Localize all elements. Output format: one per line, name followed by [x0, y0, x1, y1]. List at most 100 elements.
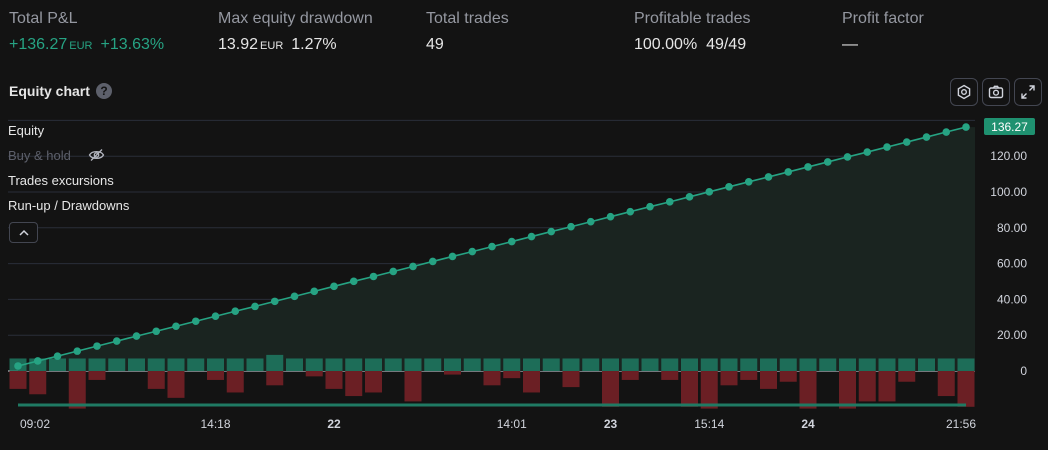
drawdown-bar — [29, 371, 47, 395]
equity-point — [211, 312, 220, 321]
last-value-badge: 136.27 — [984, 118, 1035, 135]
equity-point — [132, 332, 141, 340]
chevron-up-icon — [18, 229, 29, 236]
runup-bar — [839, 358, 856, 371]
drawdown-bar — [305, 371, 323, 377]
drawdown-bar — [68, 371, 86, 409]
runup-bar — [226, 358, 244, 371]
legend-runup-drawdowns[interactable]: Run-up / Drawdowns — [8, 198, 130, 213]
runup-bar — [246, 358, 264, 371]
drawdown-bar — [562, 371, 580, 388]
legend-equity[interactable]: Equity — [8, 123, 45, 138]
equity-point — [369, 272, 378, 281]
drawdown-bar — [898, 371, 916, 382]
drawdown-bar — [503, 371, 521, 379]
equity-point — [488, 242, 496, 251]
runup-bar — [799, 358, 817, 371]
runup-bar — [819, 358, 837, 371]
drawdown-bar — [404, 371, 422, 402]
runup-bar — [266, 354, 284, 371]
drawdown-bar — [700, 371, 718, 409]
drawdown-bar — [167, 371, 185, 398]
equity-point — [14, 362, 22, 370]
equity-point — [764, 173, 773, 181]
drawdown-bar — [760, 371, 777, 389]
equity-point — [962, 123, 970, 131]
equity-point — [705, 188, 714, 196]
value-currency: EUR — [260, 40, 284, 52]
equity-point — [191, 317, 200, 326]
drawdown-bar — [602, 371, 619, 407]
drawdown-bar — [266, 371, 284, 386]
equity-point — [468, 247, 477, 256]
screenshot-button[interactable] — [982, 78, 1010, 106]
metric-value: — — [842, 36, 858, 53]
fullscreen-button[interactable] — [1014, 78, 1042, 106]
equity-point — [527, 232, 536, 241]
equity-point — [567, 222, 575, 231]
x-tick-label: 21:56 — [946, 417, 976, 431]
collapse-legend-button[interactable] — [9, 222, 38, 243]
runup-bar — [582, 358, 600, 371]
runup-bar — [49, 358, 66, 371]
equity-point — [428, 257, 437, 266]
runup-bar — [503, 358, 521, 371]
eye-off-icon[interactable] — [88, 148, 105, 162]
drawdown-bar — [365, 371, 382, 393]
value-percent: +13.63% — [100, 36, 165, 53]
drawdown-bar — [325, 371, 343, 389]
equity-point — [112, 337, 121, 345]
equity-point — [251, 302, 259, 311]
runup-bar — [345, 358, 363, 371]
equity-point — [685, 193, 694, 201]
equity-point — [902, 138, 911, 146]
legend-trades-excursions[interactable]: Trades excursions — [8, 173, 114, 188]
x-tick-label: 14:18 — [200, 417, 230, 431]
runup-bar — [700, 358, 718, 371]
metric-value: 49 — [426, 36, 444, 53]
runup-bar — [681, 358, 698, 371]
runup-bar — [720, 358, 738, 371]
drawdown-bar — [9, 371, 27, 389]
runup-bar — [187, 358, 205, 371]
metric-profitable-trades: Profitable trades 100.00% 49/49 — [634, 10, 751, 54]
value-currency: EUR — [69, 40, 93, 52]
value-number: 13.92 — [218, 36, 259, 53]
equity-point — [843, 153, 852, 161]
metric-total-pnl: Total P&L +136.27 EUR +13.63% — [9, 10, 164, 54]
runup-bar — [858, 358, 876, 371]
equity-area-fill — [18, 127, 975, 372]
runup-bar — [108, 358, 126, 371]
runup-bar — [562, 358, 580, 371]
y-tick-label: 120.00 — [990, 149, 1027, 163]
y-tick-label: 40.00 — [997, 292, 1027, 306]
runup-bar — [404, 358, 422, 371]
equity-point — [863, 148, 872, 156]
equity-point — [73, 347, 82, 355]
help-icon[interactable]: ? — [96, 83, 112, 99]
metric-label: Max equity drawdown — [218, 10, 373, 27]
chart-settings-button[interactable] — [950, 78, 978, 106]
metric-max-drawdown: Max equity drawdown 13.92 EUR 1.27% — [218, 10, 373, 54]
drawdown-bar — [444, 371, 461, 375]
runup-bar — [424, 358, 442, 371]
metric-value: +136.27 EUR +13.63% — [9, 36, 164, 54]
runup-bar — [760, 358, 777, 371]
y-tick-label: 60.00 — [997, 257, 1027, 271]
runup-bar — [937, 358, 955, 371]
runup-bar — [305, 358, 323, 371]
runup-bar — [68, 358, 86, 371]
equity-point — [922, 133, 931, 141]
runup-bar — [147, 358, 165, 371]
runup-bar — [444, 358, 461, 371]
drawdown-bar — [937, 371, 955, 397]
camera-icon — [988, 85, 1004, 99]
equity-point — [290, 292, 299, 301]
legend-buy-hold[interactable]: Buy & hold — [8, 148, 71, 163]
runup-bar — [918, 358, 935, 371]
equity-point — [93, 342, 101, 350]
settings-icon — [957, 84, 971, 100]
drawdown-bar — [878, 371, 896, 402]
equity-point — [330, 282, 338, 291]
